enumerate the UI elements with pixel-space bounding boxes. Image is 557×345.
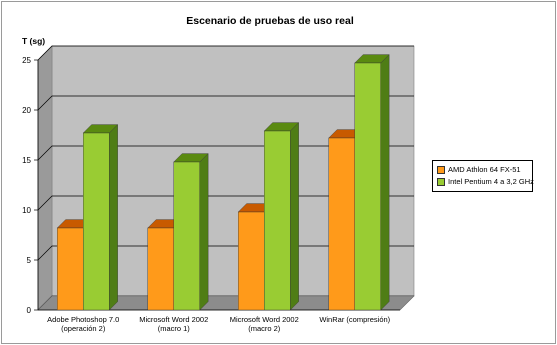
legend-swatch-intel (437, 178, 445, 186)
bar-side (290, 122, 299, 311)
x-tick-label: Adobe Photoshop 7.0 (47, 315, 119, 324)
x-tick-label: WinRar (compresión) (319, 315, 390, 324)
x-tick-label: (macro 1) (158, 324, 191, 333)
x-tick-label: (operación 2) (61, 324, 106, 333)
bar (328, 137, 355, 311)
y-tick-label: 0 (27, 306, 32, 315)
legend-item-intel: Intel Pentium 4 a 3,2 GHz (437, 176, 534, 188)
gridline (37, 95, 414, 111)
y-tick-label: 25 (22, 56, 31, 65)
bar (264, 130, 291, 311)
bar-side (380, 54, 390, 311)
legend-label-amd: AMD Athlon 64 FX-51 (448, 165, 521, 174)
bar (57, 227, 84, 311)
y-axis-label: T (sg) (22, 36, 46, 46)
legend-item-amd: AMD Athlon 64 FX-51 (437, 164, 529, 176)
x-tick-label: Microsoft Word 2002 (230, 315, 299, 324)
bar-side (199, 153, 209, 311)
y-tick-label: 5 (27, 256, 32, 265)
legend-swatch-amd (437, 166, 445, 174)
legend: AMD Athlon 64 FX-51 Intel Pentium 4 a 3,… (432, 160, 534, 192)
chart-title: Escenario de pruebas de uso real (186, 15, 354, 27)
legend-label-intel: Intel Pentium 4 a 3,2 GHz (448, 177, 534, 186)
bar (147, 227, 174, 311)
gridline (37, 45, 414, 61)
bar (173, 161, 200, 311)
plot-side-wall (37, 45, 53, 311)
y-tick-label: 10 (22, 206, 31, 215)
bar (354, 62, 381, 311)
bar-side (109, 124, 118, 311)
bar (238, 211, 265, 311)
y-tick-label: 20 (22, 106, 31, 115)
y-tick-label: 15 (22, 156, 31, 165)
x-tick-label: (macro 2) (248, 324, 281, 333)
bar (83, 132, 110, 311)
x-tick-label: Microsoft Word 2002 (139, 315, 208, 324)
